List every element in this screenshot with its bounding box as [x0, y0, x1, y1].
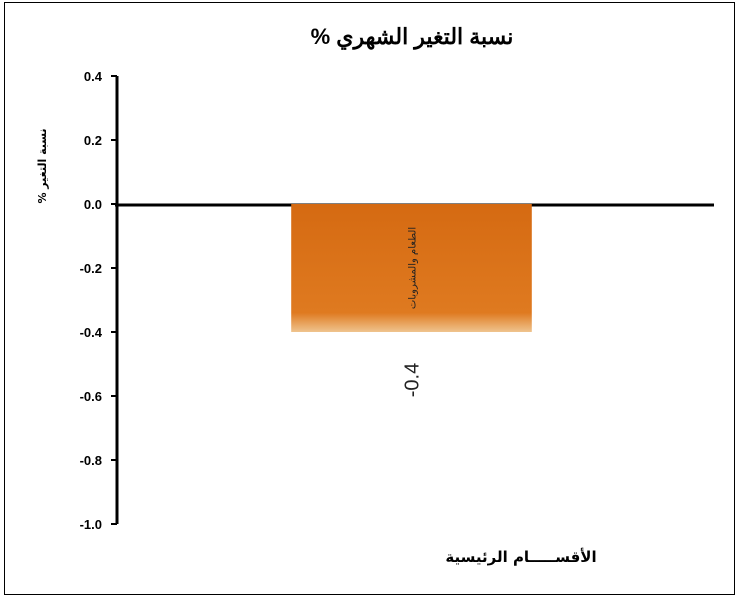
y-axis: 0.4 0.2 0.0 -0.2 -0.4 -0.6 -0.8 -1.0 [80, 69, 117, 532]
y-tick-label: -0.8 [80, 453, 102, 468]
y-tick-label: 0.0 [84, 197, 102, 212]
y-tick-label: -0.6 [80, 389, 102, 404]
bar-category-label: الطعام والمشروبات [408, 227, 419, 309]
y-tick-label: 0.4 [84, 69, 103, 84]
chart-title: نسبة التغير الشهري % [311, 24, 514, 50]
y-tick-label: -1.0 [80, 517, 102, 532]
bar-data-label: -0.4 [402, 363, 424, 397]
x-axis-label: الأقســـــام الرئيسية [445, 548, 596, 566]
bar [291, 204, 532, 332]
y-tick-label: -0.4 [80, 325, 103, 340]
y-axis-label: نسبة التغير % [36, 128, 49, 203]
y-tick-label: -0.2 [80, 261, 102, 276]
y-tick-label: 0.2 [84, 133, 102, 148]
bars-group: الطعام والمشروبات -0.4 [291, 204, 532, 397]
